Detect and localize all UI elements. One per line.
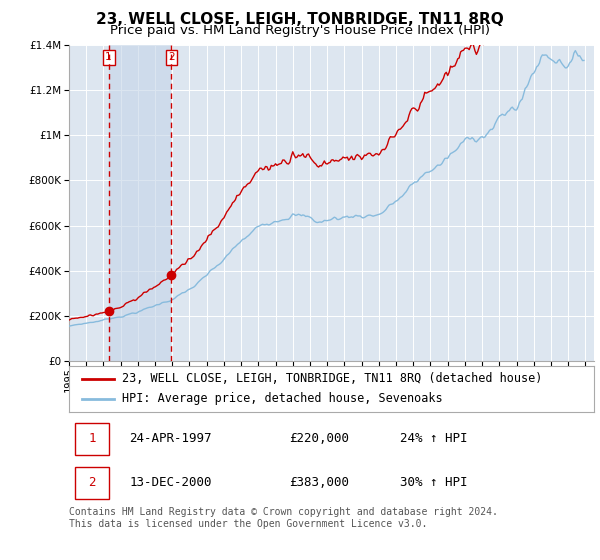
Text: £383,000: £383,000 <box>290 475 349 489</box>
Text: 23, WELL CLOSE, LEIGH, TONBRIDGE, TN11 8RQ: 23, WELL CLOSE, LEIGH, TONBRIDGE, TN11 8… <box>96 12 504 27</box>
Text: 2: 2 <box>88 475 96 489</box>
Text: HPI: Average price, detached house, Sevenoaks: HPI: Average price, detached house, Seve… <box>121 392 442 405</box>
Bar <box>109 45 172 361</box>
Text: 30% ↑ HPI: 30% ↑ HPI <box>400 475 467 489</box>
Text: 13-DEC-2000: 13-DEC-2000 <box>130 475 212 489</box>
Text: 24% ↑ HPI: 24% ↑ HPI <box>400 432 467 445</box>
Text: 24-APR-1997: 24-APR-1997 <box>130 432 212 445</box>
Text: 23, WELL CLOSE, LEIGH, TONBRIDGE, TN11 8RQ (detached house): 23, WELL CLOSE, LEIGH, TONBRIDGE, TN11 8… <box>121 372 542 385</box>
FancyBboxPatch shape <box>76 423 109 455</box>
Text: Contains HM Land Registry data © Crown copyright and database right 2024.
This d: Contains HM Land Registry data © Crown c… <box>69 507 498 529</box>
Text: 1: 1 <box>88 432 96 445</box>
Text: 2: 2 <box>168 53 175 63</box>
Text: £220,000: £220,000 <box>290 432 349 445</box>
Text: 1: 1 <box>105 53 112 63</box>
Text: Price paid vs. HM Land Registry's House Price Index (HPI): Price paid vs. HM Land Registry's House … <box>110 24 490 37</box>
FancyBboxPatch shape <box>76 467 109 499</box>
